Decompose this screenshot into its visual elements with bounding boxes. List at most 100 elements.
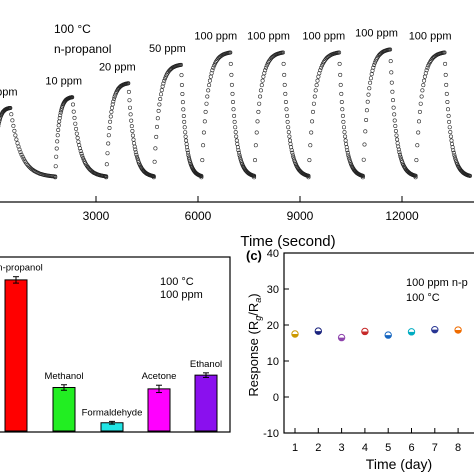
panel-a-x-axis-label: Time (second) bbox=[240, 233, 335, 250]
panel-a-point bbox=[132, 144, 137, 149]
panel-a-curve bbox=[0, 47, 472, 180]
panel-a-point bbox=[104, 175, 109, 180]
panel-c-y-axis-label: Response (Rg/Ra) bbox=[246, 293, 263, 396]
panel-a-temperature-label: 100 °C bbox=[54, 22, 91, 36]
panel-a-point bbox=[426, 63, 431, 68]
panel-a-point bbox=[231, 107, 236, 112]
panel-c-y-tick-label: -10 bbox=[263, 428, 279, 440]
panel-b-bar-label: Ethanol bbox=[190, 359, 222, 370]
panel-a-point bbox=[467, 173, 472, 178]
panel-c-x-tick-label: 8 bbox=[455, 442, 461, 454]
panel-a-point bbox=[343, 138, 348, 143]
panel-a-point bbox=[346, 153, 351, 158]
panel-a-point bbox=[185, 145, 190, 150]
panel-a-point bbox=[133, 150, 138, 155]
panel-c-point-fill bbox=[291, 334, 299, 338]
panel-c-x-tick-label: 5 bbox=[385, 442, 391, 454]
panel-a-point bbox=[287, 134, 292, 139]
panel-a-concentration-label: 20 ppm bbox=[99, 62, 136, 74]
panel-a-point bbox=[126, 81, 131, 86]
panel-a-point bbox=[59, 108, 64, 113]
panel-a-point bbox=[80, 153, 85, 158]
panel-a-point bbox=[390, 89, 395, 94]
panel-a-point bbox=[154, 134, 159, 139]
panel-a-point bbox=[18, 150, 23, 155]
panel-a-point bbox=[159, 88, 164, 93]
panel-a-point bbox=[344, 142, 349, 147]
panel-a-point bbox=[111, 99, 116, 104]
panel-a-point bbox=[391, 105, 396, 110]
panel-a-point bbox=[450, 145, 455, 150]
panel-a-point bbox=[130, 129, 135, 134]
panel-a-point bbox=[290, 150, 295, 155]
panel-a-point bbox=[183, 134, 188, 139]
panel-a-point bbox=[442, 50, 447, 55]
panel-a-point bbox=[367, 86, 372, 91]
panel-a-point bbox=[425, 65, 430, 70]
panel-a-point bbox=[0, 119, 2, 124]
panel-c-concentration-label: 100 ppm n-p bbox=[406, 277, 468, 289]
panel-a-point bbox=[9, 112, 14, 117]
panel-a-point bbox=[263, 68, 268, 73]
panel-c-point-fill bbox=[338, 337, 345, 341]
panel-a-point bbox=[12, 128, 17, 133]
panel-a-point bbox=[318, 68, 323, 73]
panel-a-point bbox=[74, 131, 79, 136]
panel-a-point bbox=[157, 102, 162, 107]
panel-a-point bbox=[132, 141, 137, 146]
panel-a-point bbox=[364, 108, 369, 113]
panel-a-point bbox=[337, 50, 342, 55]
panel-a-point bbox=[339, 91, 344, 96]
panel-a-point bbox=[236, 148, 241, 153]
panel-a-point bbox=[112, 96, 117, 101]
panel-a-point bbox=[151, 174, 156, 179]
panel-a-x-tick-label: 3000 bbox=[83, 209, 110, 223]
panel-a-concentration-label: 100 ppm bbox=[194, 31, 237, 43]
panel-a-point bbox=[262, 71, 267, 76]
panel-a-point bbox=[234, 134, 239, 139]
panel-a-x-tick-label: 9000 bbox=[287, 209, 314, 223]
panel-a-point bbox=[285, 119, 290, 124]
panel-a-point bbox=[58, 113, 63, 118]
panel-a-point bbox=[252, 175, 257, 180]
panel-a-point bbox=[413, 175, 418, 180]
panel-a-point bbox=[310, 109, 315, 114]
panel-a-point bbox=[185, 148, 190, 153]
panel-a-point bbox=[361, 157, 366, 162]
panel-a-point bbox=[106, 141, 111, 146]
panel-a-point bbox=[447, 125, 452, 130]
panel-a-point bbox=[452, 153, 457, 158]
panel-a-point bbox=[340, 107, 345, 112]
panel-a-point bbox=[415, 143, 420, 148]
panel-a-point bbox=[151, 175, 156, 180]
panel-a-point bbox=[253, 158, 258, 163]
panel-a-point bbox=[449, 138, 454, 143]
panel-a-point bbox=[199, 174, 204, 179]
panel-a-point bbox=[360, 175, 365, 180]
panel-a-point bbox=[235, 142, 240, 147]
panel-a-point bbox=[366, 92, 371, 97]
panel-a-point bbox=[255, 119, 260, 124]
panel-a-point bbox=[286, 130, 291, 135]
panel-a-point bbox=[316, 74, 321, 79]
panel-b-bars: n-propanol Methanol Formaldehyde Acetone Eth… bbox=[0, 263, 222, 432]
panel-a-point bbox=[182, 125, 187, 130]
panel-a-point bbox=[110, 105, 115, 110]
panel-a-point bbox=[237, 150, 242, 155]
panel-a-point bbox=[156, 108, 161, 113]
panel-a-point bbox=[24, 161, 29, 166]
panel-c-x-tick-label: 6 bbox=[408, 442, 414, 454]
panel-a-concentration-label: 50 ppm bbox=[149, 43, 186, 55]
panel-a-point bbox=[25, 163, 30, 168]
panel-a-point bbox=[424, 68, 429, 73]
panel-a-point bbox=[58, 110, 63, 115]
panel-c-point-fill bbox=[431, 329, 438, 333]
panel-a-point bbox=[281, 61, 286, 66]
panel-a-point bbox=[314, 83, 319, 88]
panel-a-point bbox=[414, 158, 419, 163]
panel-a-point bbox=[396, 144, 401, 149]
panel-a-point bbox=[372, 60, 377, 65]
panel-a-point bbox=[108, 114, 113, 119]
panel-a-point bbox=[341, 119, 346, 124]
